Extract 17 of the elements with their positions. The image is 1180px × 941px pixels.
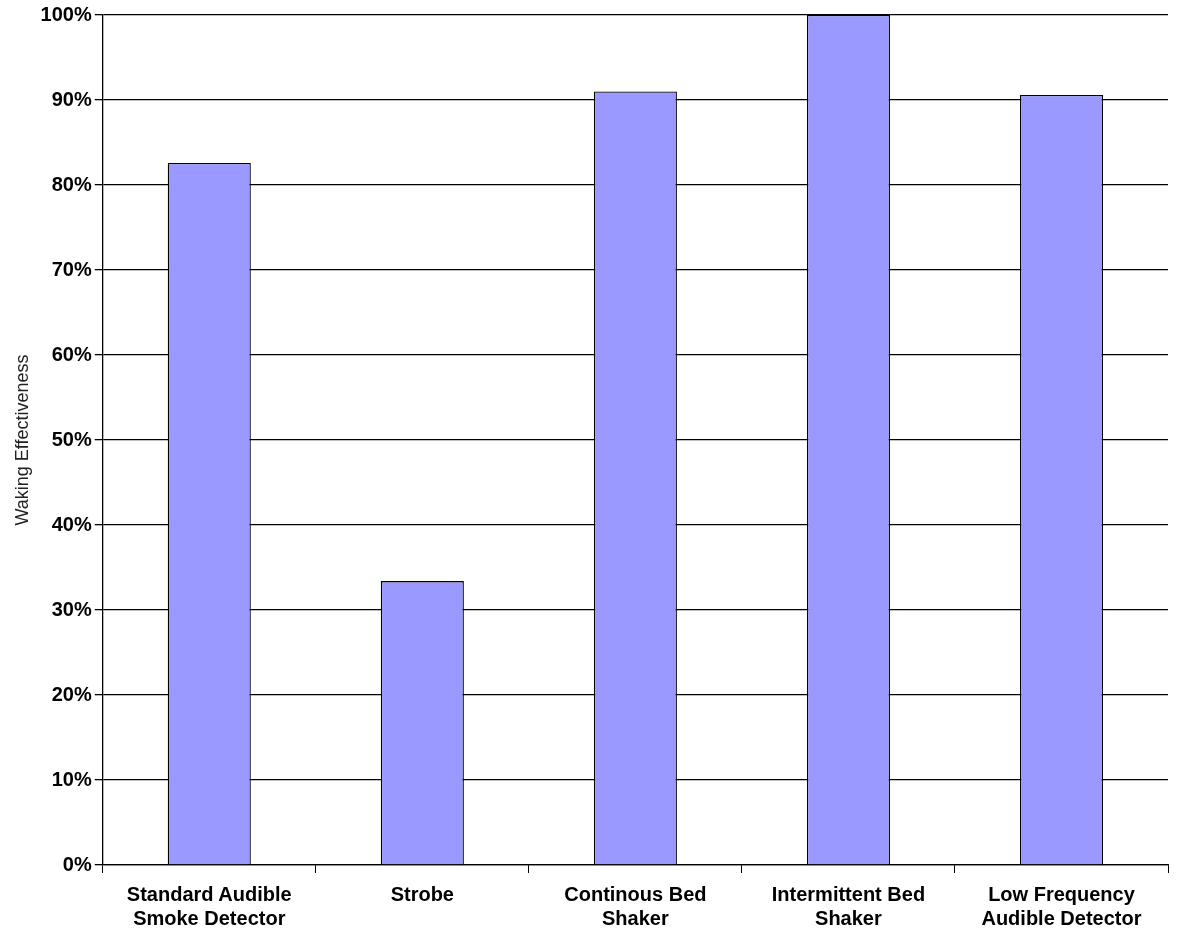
x-tick-label: Continous Bed Shaker	[564, 882, 707, 929]
y-tick-label: 20%	[51, 682, 92, 705]
y-axis-title: Waking Effectiveness	[11, 354, 32, 526]
x-tick-label: Standard Audible Smoke Detector	[126, 882, 292, 929]
y-tick-label: 60%	[51, 342, 92, 365]
y-tick-label: 40%	[51, 512, 92, 535]
y-tick-label: 10%	[51, 767, 92, 790]
y-tick-label: 80%	[51, 172, 92, 195]
y-tick-label: 90%	[51, 87, 92, 110]
y-tick-label: 30%	[51, 597, 92, 620]
y-tick-label: 50%	[51, 427, 92, 450]
x-tick-label: Intermittent Bed Shaker	[771, 882, 926, 929]
y-tick-label: 70%	[51, 257, 92, 280]
y-tick-label: 0%	[62, 852, 92, 875]
y-tick-label: 100%	[40, 2, 92, 25]
x-tick-label: Strobe	[390, 882, 454, 905]
x-tick-label: Low Frequency Audible Detector	[981, 882, 1142, 929]
